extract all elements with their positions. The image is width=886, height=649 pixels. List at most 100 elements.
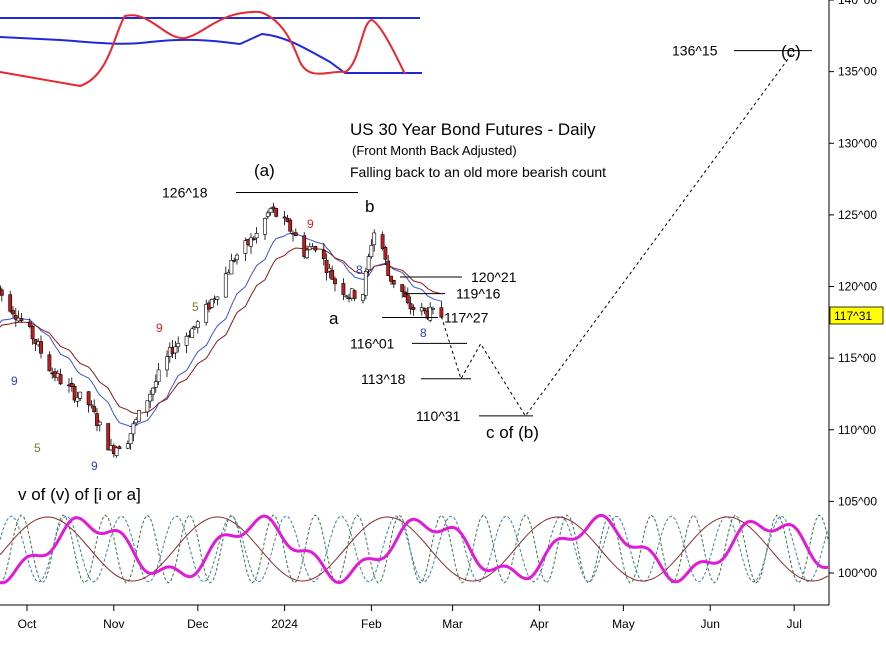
candle-body (204, 304, 209, 323)
y-tick-label: 105^00 (838, 494, 877, 508)
candle-body (145, 400, 150, 413)
candle-body (215, 296, 220, 300)
candle-body (352, 290, 357, 299)
level-label: 116^01 (350, 335, 395, 351)
candle-body (405, 294, 410, 304)
candle-body (254, 233, 259, 239)
x-tick-label: Mar (442, 617, 463, 631)
candle-body (408, 303, 413, 310)
chart-title: US 30 Year Bond Futures - Daily (350, 120, 596, 139)
candle-body (153, 381, 158, 388)
wave-label-c-of-b: c of (b) (486, 423, 539, 442)
x-tick-label: Apr (530, 617, 549, 631)
y-tick-label: 130^00 (838, 136, 877, 150)
cycle-panel-label: v of (v) of [i or a] (18, 485, 141, 504)
candle-body (265, 212, 270, 217)
candle-body (366, 256, 371, 271)
candle-body (13, 315, 18, 320)
y-tick-label: 140^00 (838, 0, 877, 7)
cycle-line-short (0, 514, 829, 584)
candle-body (30, 326, 35, 340)
candle-body (321, 250, 326, 260)
cycle-composite-line (0, 513, 829, 585)
candle-body (95, 413, 99, 426)
candle-body (33, 339, 38, 344)
x-tick-label: Jun (701, 617, 720, 631)
candle-body (293, 232, 298, 236)
candle-body (137, 410, 141, 422)
y-axis-ticks: 140^00 135^00 130^00 125^00 120^00 115^00 110^… (829, 0, 877, 580)
candle-body (302, 235, 307, 257)
y-tick-label: 125^00 (838, 208, 877, 222)
candle-body (372, 232, 377, 246)
x-axis-ticks: Oct Nov Dec 2024 Feb Mar Apr May Jun Jul (18, 605, 802, 631)
y-tick-label: 110^00 (838, 423, 876, 437)
candle-body (330, 270, 335, 280)
candle-body (386, 260, 391, 276)
x-tick-label: Feb (361, 617, 382, 631)
y-tick-label: 135^00 (838, 65, 877, 79)
candle-body (268, 207, 273, 213)
level-label: 119^16 (456, 286, 501, 302)
candle-body (389, 275, 393, 282)
candle-body (0, 289, 4, 296)
candle-body (422, 307, 427, 311)
level-label: 126^18 (162, 185, 208, 201)
count-label: 9 (307, 217, 314, 231)
candle-body (263, 218, 267, 235)
last-price-value: 117^31 (834, 309, 872, 323)
candle-body (428, 307, 433, 321)
x-tick-label: 2024 (271, 617, 298, 631)
level-label: 110^31 (416, 408, 461, 424)
count-labels: 9 5 9 9 5 9 8 8 (11, 217, 427, 473)
candle-body (58, 374, 63, 385)
count-label: 9 (91, 459, 98, 473)
candle-body (125, 443, 130, 449)
candle-body (11, 310, 15, 315)
candle-body (324, 259, 329, 273)
x-tick-label: Dec (187, 617, 208, 631)
y-tick-label: 120^00 (838, 280, 877, 294)
candle-body (114, 447, 119, 456)
wave-label-a-paren: (a) (254, 161, 275, 180)
candle-body (173, 346, 178, 354)
count-label: 8 (356, 263, 363, 277)
level-label: 120^21 (471, 269, 517, 285)
candle-body (229, 260, 234, 275)
candle-body (97, 421, 102, 426)
candle-body (361, 294, 365, 301)
candle-body (72, 386, 77, 401)
cycle-line-long (0, 516, 829, 582)
cycle-panel (0, 513, 829, 585)
candle-body (78, 391, 83, 399)
candle-body (117, 446, 122, 450)
candle-body (151, 387, 155, 395)
candle-body (75, 397, 80, 402)
candle-body (89, 404, 94, 407)
candle-body (305, 249, 309, 258)
candle-body (156, 369, 161, 383)
x-tick-label: Oct (18, 617, 37, 631)
x-tick-label: Jul (787, 617, 802, 631)
candle-body (184, 335, 189, 346)
candle-body (128, 433, 133, 445)
chart-note: Falling back to an old more bearish coun… (350, 164, 606, 180)
candle-body (92, 406, 97, 412)
candle-body (232, 259, 237, 262)
projection-path (440, 50, 795, 417)
candle-body (431, 307, 435, 310)
candle-body (27, 321, 32, 327)
candle-body (251, 238, 256, 241)
candle-body (165, 356, 169, 371)
candle-body (403, 291, 407, 298)
candle-body (176, 343, 181, 348)
candle-body (249, 237, 253, 247)
level-label: 113^18 (361, 371, 406, 387)
candle-body (209, 299, 214, 308)
candle-body (363, 271, 368, 296)
candle-body (19, 318, 24, 321)
candle-body (106, 423, 111, 451)
candle-body (243, 240, 248, 254)
oscillator-line (0, 10, 406, 88)
